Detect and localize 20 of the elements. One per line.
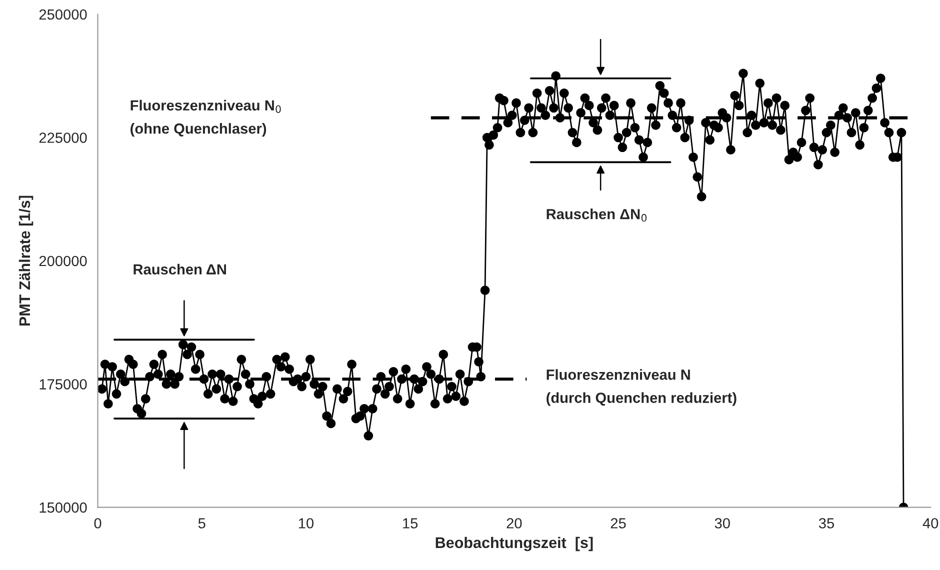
x-tick-label: 0 [94,518,102,528]
y-tick-label: 250000 [39,9,87,20]
y-tick-label: 225000 [39,132,87,143]
x-tick-label: 20 [506,518,522,528]
x-tick-label: 40 [922,518,938,528]
annotation: Fluoreszenzniveau N (durch Quenchen reduziert) [546,369,736,406]
y-tick-label: 200000 [39,256,87,266]
x-tick-label: 10 [298,518,314,528]
y-tick-label: 150000 [40,502,87,513]
y-axis-title: PMT Zählrate [1/s] [18,196,34,326]
text: Fluoreszenzniveau N$_{0}$ (ohne Quenchlaser) [130,100,281,137]
y-tick-label: 175000 [40,379,87,390]
x-tick-label: 5 [198,518,206,528]
annotation: Rauschen ΔN [134,264,226,275]
x-tick-label: 15 [403,518,418,528]
x-tick-label: 25 [610,518,626,528]
annotation: Rauschen ΔN$_{0}$ [546,208,647,222]
x-tick-label: 30 [714,518,730,528]
x-axis-title: Beobachtungszeit [s] [436,536,593,552]
x-tick-label: 35 [818,518,834,528]
